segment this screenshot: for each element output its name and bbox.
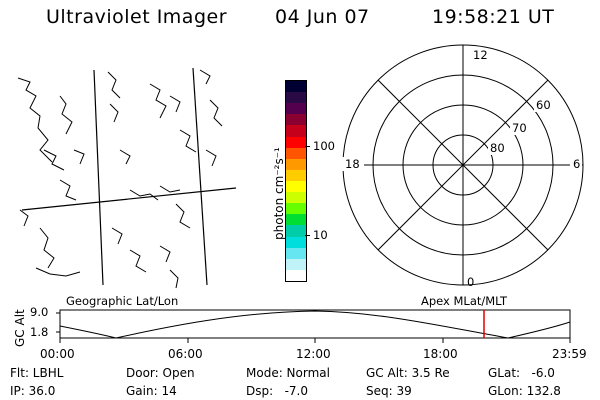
timeline-xtick-3: 18:00	[423, 347, 458, 361]
polar-label-lat-70: 70	[512, 121, 527, 135]
polar-label-lat-80: 80	[490, 141, 505, 155]
observation-date: 04 Jun 07	[275, 6, 370, 28]
colorbar-segment	[286, 136, 306, 148]
timeline-ytick-low: 1.8	[30, 325, 49, 339]
timeline-xtick-1: 06:00	[168, 347, 203, 361]
colorbar-label-10: 10	[313, 228, 328, 242]
colorbar-segment	[286, 81, 306, 93]
colorbar-segment	[286, 203, 306, 215]
colorbar-segment	[286, 225, 306, 237]
timeline-xtick-0: 00:00	[40, 347, 75, 361]
colorbar-segment	[286, 125, 306, 137]
status-mode: Mode: Normal	[246, 366, 330, 380]
colorbar-segment	[286, 236, 306, 248]
colorbar-tick-10	[305, 235, 310, 236]
colorbar-segment	[286, 269, 306, 281]
polar-diagonal-2	[377, 79, 549, 251]
colorbar-segment	[286, 258, 306, 270]
colorbar-segment	[286, 114, 306, 126]
colorbar-segment	[286, 92, 306, 104]
timeline-xtick-4: 23:59	[552, 347, 587, 361]
status-glon: GLon: 132.8	[488, 384, 561, 398]
colorbar-segment	[286, 214, 306, 226]
colorbar-segment	[286, 192, 306, 204]
timeline-xtick-2: 12:00	[296, 347, 331, 361]
status-ip: IP: 36.0	[10, 384, 56, 398]
status-door: Door: Open	[126, 366, 195, 380]
status-dsp: Dsp: -7.0	[246, 384, 309, 398]
colorbar-label-100: 100	[313, 139, 335, 153]
instrument-title: Ultraviolet Imager	[46, 6, 228, 28]
polar-label-6: 6	[573, 157, 581, 171]
status-filter: Flt: LBHL	[10, 366, 64, 380]
status-glat: GLat: -6.0	[488, 366, 555, 380]
colorbar-segment	[286, 103, 306, 115]
equator-line	[21, 187, 237, 211]
timeline-ytick-high: 9.0	[30, 305, 49, 319]
polar-label-18: 18	[345, 157, 360, 171]
status-gc-alt: GC Alt: 3.5 Re	[366, 366, 450, 380]
colorbar-tick-100	[305, 146, 310, 147]
colorbar-segment	[286, 247, 306, 259]
observation-time: 19:58:21 UT	[432, 6, 555, 28]
timeline-caption-apex: Apex MLat/MLT	[421, 294, 508, 308]
polar-label-lat-60: 60	[536, 98, 551, 112]
colorbar-segment	[286, 180, 306, 193]
intensity-colorbar	[285, 80, 307, 282]
colorbar-segment	[286, 158, 306, 170]
polar-label-12: 12	[473, 48, 488, 62]
colorbar-segment	[286, 147, 306, 159]
polar-label-0: 0	[467, 275, 475, 289]
meridian-line-2	[192, 67, 208, 286]
meridian-line-1	[93, 69, 104, 286]
status-seq: Seq: 39	[366, 384, 412, 398]
colorbar-segment	[286, 169, 306, 181]
status-gain: Gain: 14	[126, 384, 177, 398]
coastline-outlines	[17, 69, 223, 289]
altitude-curve	[59, 310, 571, 339]
timeline-caption-geographic: Geographic Lat/Lon	[66, 294, 179, 308]
